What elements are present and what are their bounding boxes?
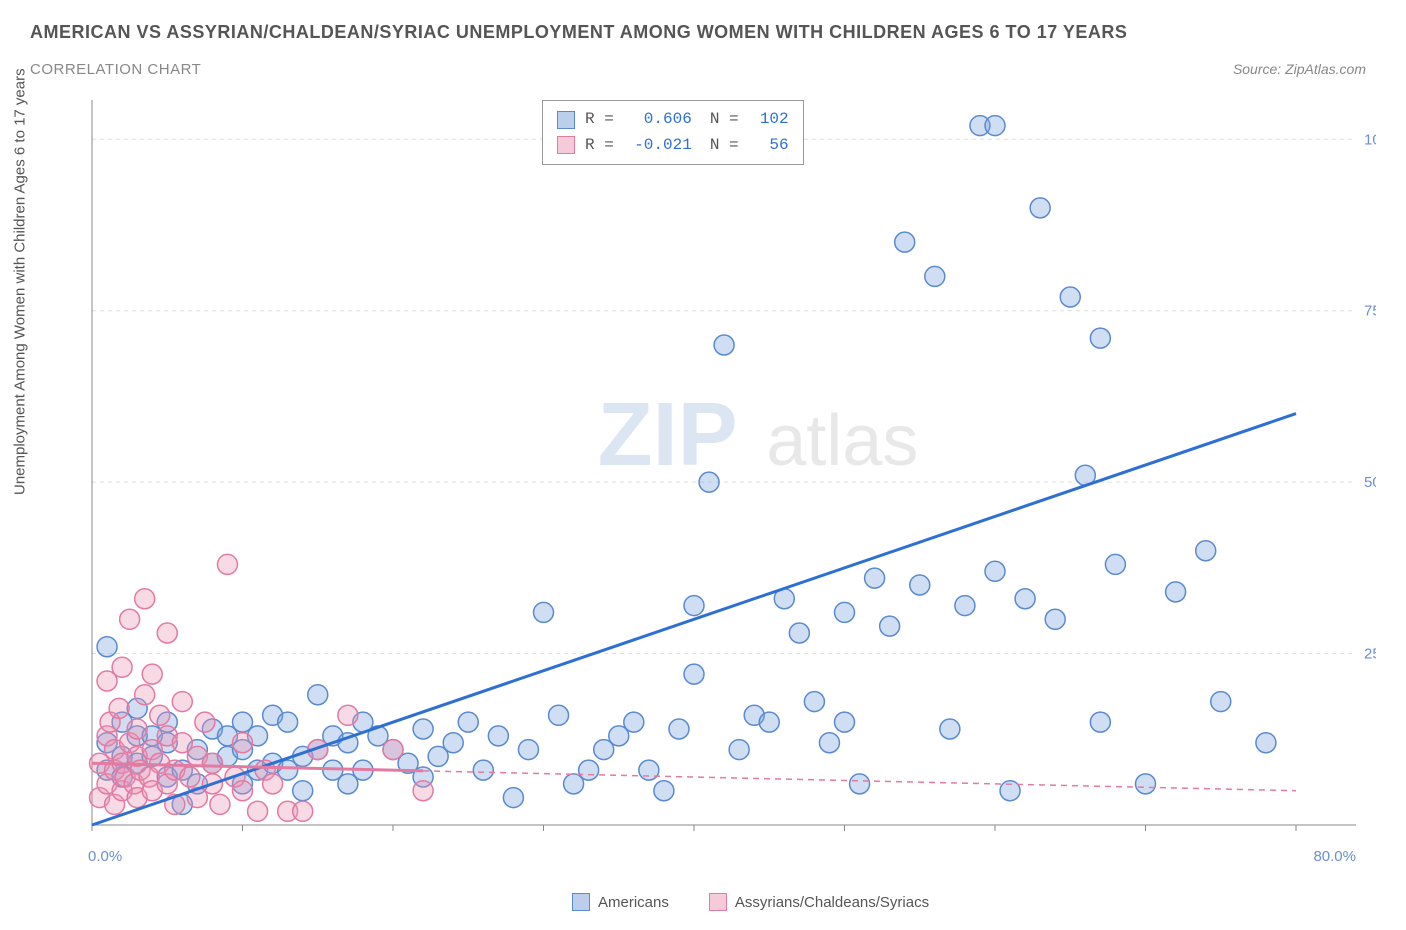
chart-container: Unemployment Among Women with Children A… <box>30 95 1376 885</box>
stats-row: R = -0.021 N = 56 <box>557 133 789 159</box>
svg-text:50.0%: 50.0% <box>1364 474 1376 491</box>
n-label: N = <box>710 107 739 133</box>
r-label: R = <box>585 133 614 159</box>
svg-text:100.0%: 100.0% <box>1364 131 1376 148</box>
legend-swatch <box>709 893 727 911</box>
legend-item: Assyrians/Chaldeans/Syriacs <box>709 893 929 911</box>
legend-swatch <box>572 893 590 911</box>
legend-item: Americans <box>572 893 669 911</box>
r-label: R = <box>585 107 614 133</box>
n-value: 56 <box>749 133 789 159</box>
legend-label: Assyrians/Chaldeans/Syriacs <box>735 894 929 911</box>
chart-subtitle: CORRELATION CHART <box>30 61 201 78</box>
svg-text:0.0%: 0.0% <box>88 848 122 865</box>
series-legend: Americans Assyrians/Chaldeans/Syriacs <box>572 893 929 911</box>
legend-label: Americans <box>598 894 669 911</box>
scatter-plot: 25.0% 50.0% 75.0% 100.0% ZIP atlas 0.0% 80.0% <box>82 95 1376 925</box>
source-attribution: Source: ZipAtlas.com <box>1233 61 1376 77</box>
svg-text:80.0%: 80.0% <box>1313 848 1356 865</box>
svg-text:25.0%: 25.0% <box>1364 646 1376 663</box>
correlation-stats-box: R = 0.606 N = 102 R = -0.021 N = 56 <box>542 100 804 165</box>
r-value: -0.021 <box>624 133 692 159</box>
series-swatch <box>557 136 575 154</box>
stats-row: R = 0.606 N = 102 <box>557 107 789 133</box>
n-value: 102 <box>749 107 789 133</box>
r-value: 0.606 <box>624 107 692 133</box>
chart-title: AMERICAN VS ASSYRIAN/CHALDEAN/SYRIAC UNE… <box>30 22 1376 43</box>
svg-text:atlas: atlas <box>766 401 918 481</box>
y-axis-label: Unemployment Among Women with Children A… <box>12 68 29 495</box>
n-label: N = <box>710 133 739 159</box>
svg-text:ZIP: ZIP <box>598 385 738 485</box>
series-swatch <box>557 111 575 129</box>
svg-text:75.0%: 75.0% <box>1364 303 1376 320</box>
